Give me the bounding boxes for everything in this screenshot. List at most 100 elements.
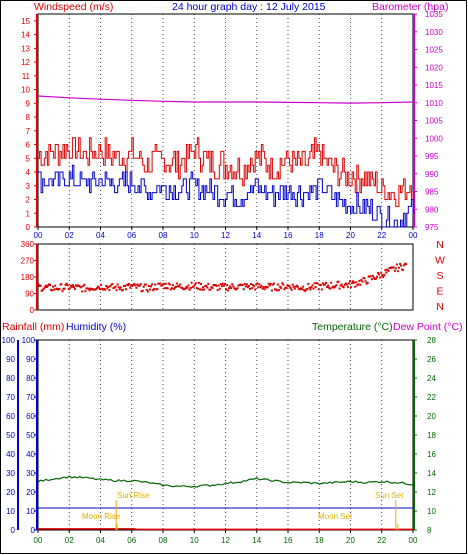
wind-barometer-panel: 0123456789101112131415975980985990995100…: [21, 10, 443, 240]
wind-direction-point: [228, 287, 231, 290]
temperature-tick-label: 12: [427, 488, 436, 497]
wind-direction-point: [289, 287, 292, 289]
wind-direction-point: [169, 288, 172, 291]
wind-direction-point: [181, 286, 184, 289]
wind-direction-point: [175, 285, 177, 288]
wind-direction-point: [392, 266, 395, 269]
wind-direction-point: [50, 288, 52, 291]
wind-direction-point: [291, 283, 294, 286]
barometer-tick-label: 1010: [425, 99, 443, 108]
wind-direction-point: [308, 286, 311, 289]
wind-direction-point: [145, 289, 148, 291]
wind-direction-point: [279, 285, 282, 288]
wind-direction-point: [263, 288, 266, 291]
wind-direction-point: [116, 283, 119, 286]
wind-direction-point: [285, 286, 288, 289]
barometer-tick-label: 990: [425, 170, 439, 179]
barometer-tick-label: 975: [425, 223, 439, 232]
wind-direction-point: [146, 290, 149, 293]
sunset-label: Sun Set: [375, 491, 404, 500]
wind-direction-point: [142, 285, 145, 288]
wind-direction-point: [342, 286, 345, 289]
wind-direction-point: [290, 288, 293, 291]
wind-direction-point: [304, 290, 307, 292]
wind-direction-point: [163, 287, 166, 290]
wind-direction-point: [57, 288, 60, 291]
wind-direction-point: [395, 263, 398, 266]
windspeed-axis-title: Windspeed (m/s): [34, 1, 113, 13]
windspeed-tick-label: 3: [26, 182, 31, 191]
rainfall-tick-label: 10: [6, 507, 15, 516]
wind-direction-point: [254, 288, 257, 291]
temperature-axis-title: Temperature (°C): [312, 321, 393, 333]
wind-direction-point: [356, 284, 359, 287]
temperature-tick-label: 26: [427, 355, 436, 364]
wind-direction-point: [301, 288, 304, 291]
wind-direction-point: [207, 283, 210, 285]
panel1-x-tick-label: 22: [377, 231, 386, 240]
wind-direction-point: [320, 288, 323, 291]
wind-direction-point: [252, 284, 255, 286]
wind-direction-point: [67, 288, 70, 291]
wind-direction-point: [63, 287, 66, 290]
humidity-tick-label: 10: [26, 507, 35, 516]
rainfall-tick-label: 70: [6, 393, 15, 402]
wind-direction-point: [112, 287, 115, 290]
wind-direction-point: [46, 284, 49, 287]
wind-direction-point: [157, 282, 160, 285]
wind-direction-point: [166, 287, 169, 290]
wind-direction-point: [39, 284, 42, 287]
wind-direction-point: [190, 281, 193, 284]
rainfall-tick-label: 40: [6, 450, 15, 459]
wind-direction-point: [357, 283, 360, 286]
wind-direction-point: [186, 286, 189, 289]
wind-direction-point: [280, 287, 283, 290]
wind-direction-point: [250, 283, 252, 285]
wind-direction-point: [330, 281, 333, 284]
wind-direction-point: [350, 286, 352, 289]
wind-direction-point: [297, 288, 300, 291]
sunrise-label: Sun Rise: [117, 491, 150, 500]
wind-direction-point: [402, 268, 405, 271]
panel3-x-tick-label: 08: [159, 536, 168, 545]
wind-direction-point: [138, 284, 141, 287]
wind-direction-point: [327, 284, 330, 287]
direction-tick-label: 360: [21, 240, 35, 249]
wind-direction-point: [240, 283, 243, 286]
wind-direction-point: [251, 287, 254, 290]
panel3-x-tick-label: 12: [221, 536, 230, 545]
wind-direction-point: [110, 283, 113, 286]
wind-direction-point: [197, 281, 200, 284]
wind-direction-point: [53, 288, 56, 291]
wind-direction-point: [43, 286, 46, 289]
wind-direction-point: [270, 289, 273, 292]
wind-direction-point: [300, 287, 302, 290]
wind-direction-point: [322, 283, 325, 286]
humidity-tick-label: 0: [31, 526, 36, 535]
wind-direction-point: [359, 283, 362, 286]
wind-direction-point: [293, 287, 296, 290]
wind-direction-point: [140, 290, 143, 293]
rainfall-tick-label: 30: [6, 469, 15, 478]
wind-direction-point: [314, 286, 317, 288]
wind-direction-point: [82, 285, 85, 288]
wind-direction-point: [345, 283, 348, 286]
panel3-x-tick-label: 10: [190, 536, 199, 545]
wind-direction-point: [317, 288, 320, 291]
wind-direction-point: [215, 284, 218, 287]
wind-direction-point: [346, 285, 349, 288]
wind-direction-point: [37, 283, 40, 286]
temperature-tick-label: 22: [427, 393, 436, 402]
panel1-x-tick-label: 14: [252, 231, 261, 240]
wind-direction-point: [160, 284, 163, 287]
wind-direction-point: [266, 286, 269, 289]
wind-direction-point: [189, 287, 192, 289]
wind-direction-point: [111, 283, 114, 285]
barometer-tick-label: 1030: [425, 28, 443, 37]
wind-direction-point: [193, 283, 196, 286]
panel3-x-tick-label: 00: [34, 536, 43, 545]
wind-direction-point: [68, 287, 71, 290]
wind-direction-point: [69, 284, 72, 287]
